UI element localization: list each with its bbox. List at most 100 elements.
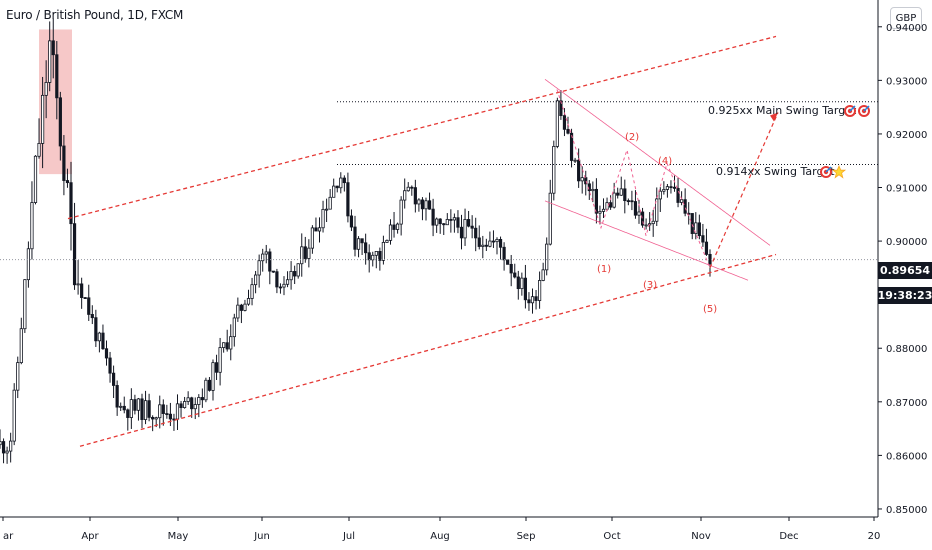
candle [573, 157, 577, 164]
target-swing-label: 0.914xx Swing Target [716, 165, 835, 178]
candle [541, 262, 545, 282]
candle [484, 238, 488, 251]
candle [129, 388, 133, 429]
candle [30, 181, 34, 260]
x-tick-label: Nov [691, 531, 711, 542]
candle [55, 41, 59, 120]
wedge-lower-line [544, 200, 749, 281]
x-tick-label: Jul [342, 531, 355, 542]
candle [317, 217, 322, 243]
candle [466, 210, 471, 228]
candle [328, 189, 332, 210]
candle [676, 177, 680, 208]
candle [559, 90, 563, 120]
candle [672, 175, 677, 192]
highlight-zone [39, 29, 72, 175]
channel-lower-line [79, 253, 777, 447]
candle [33, 155, 38, 205]
candle [332, 178, 336, 198]
candle [431, 198, 435, 237]
candle [182, 396, 187, 409]
candle [545, 237, 549, 276]
candle [225, 329, 229, 352]
candle [140, 393, 144, 429]
candle [587, 180, 591, 200]
y-tick-label: 0.88000 [886, 344, 927, 355]
candle [80, 277, 84, 309]
candles-layer [0, 18, 712, 464]
candle [133, 394, 137, 415]
currency-button[interactable]: GBP [890, 7, 922, 29]
candle [1, 438, 6, 464]
candle [5, 446, 9, 464]
symbol-title[interactable]: Euro / British Pound, 1D, FXCM [6, 8, 184, 22]
candle [548, 179, 552, 246]
candle [257, 254, 261, 288]
candle [424, 197, 428, 221]
candle [367, 244, 371, 273]
candle [161, 399, 165, 426]
candle [406, 182, 410, 192]
projection-arrow [709, 112, 779, 269]
candle [477, 225, 481, 250]
candle [502, 242, 506, 271]
candle [69, 161, 73, 251]
channel-upper-line [67, 35, 777, 220]
wave-label-2: (2) [625, 132, 639, 143]
wedge-upper-line [544, 78, 771, 246]
wave-label-4: (4) [658, 156, 672, 167]
candle [417, 198, 421, 212]
candle [239, 303, 243, 324]
candle [112, 365, 116, 399]
x-tick-label: Dec [779, 531, 798, 542]
candle [449, 209, 453, 233]
candle [197, 394, 201, 418]
candle [438, 218, 442, 234]
candle [9, 432, 13, 463]
candle [381, 235, 386, 265]
candle [90, 305, 94, 325]
target-swing-icons [820, 164, 847, 179]
candle [321, 200, 325, 233]
candle [303, 236, 307, 263]
candle [296, 263, 300, 279]
candle [44, 60, 48, 119]
current-price-label: 0.89654 [878, 262, 932, 279]
candle [403, 178, 407, 209]
candle [204, 377, 208, 403]
candle [392, 212, 396, 238]
candle [633, 190, 638, 219]
candle [513, 263, 517, 279]
candle [694, 212, 698, 240]
candle [250, 277, 254, 306]
candle [246, 289, 251, 306]
candle [420, 197, 425, 221]
candle [481, 235, 485, 259]
candle [349, 209, 354, 232]
y-tick-label: 0.93000 [886, 76, 927, 87]
candle [534, 289, 538, 310]
candle [609, 195, 613, 210]
y-tick-label: 0.94000 [886, 23, 927, 34]
candle [495, 237, 499, 255]
candle [310, 225, 315, 254]
candle [640, 207, 645, 228]
candle [644, 218, 648, 230]
candle [151, 415, 155, 432]
candle [115, 380, 119, 416]
candle [374, 251, 378, 269]
candle [175, 394, 180, 430]
candle [552, 140, 556, 201]
candle [119, 402, 123, 411]
candle [520, 272, 524, 296]
candle [662, 181, 666, 195]
candle [190, 396, 194, 418]
candle [697, 214, 701, 240]
candle [388, 219, 393, 245]
candle [360, 238, 364, 256]
candle [300, 233, 304, 277]
drawings-layer [0, 35, 878, 447]
